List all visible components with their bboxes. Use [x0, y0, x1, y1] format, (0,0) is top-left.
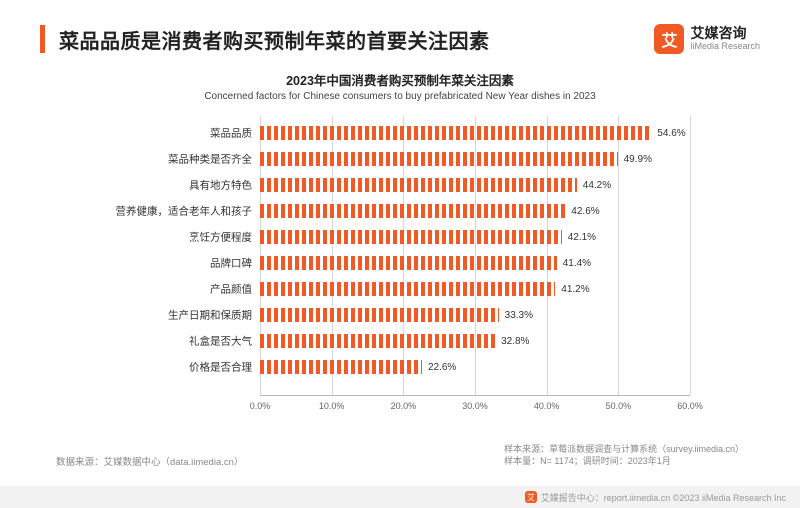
bar-row: 54.6%: [260, 126, 686, 140]
title-wrap: 菜品品质是消费者购买预制年菜的首要关注因素: [40, 25, 490, 54]
footer-logo-icon: 艾: [525, 491, 537, 503]
bar: [260, 178, 577, 192]
bar-value-label: 44.2%: [583, 180, 611, 191]
x-tick-label: 50.0%: [606, 401, 632, 411]
bar: [260, 230, 562, 244]
bar: [260, 334, 495, 348]
bar-value-label: 54.6%: [657, 128, 685, 139]
chart-titles: 2023年中国消费者购买预制年菜关注因素 Concerned factors f…: [0, 70, 800, 102]
page-title: 菜品品质是消费者购买预制年菜的首要关注因素: [59, 25, 490, 54]
logo-icon: 艾: [654, 24, 684, 54]
bar: [260, 282, 555, 296]
bar-row: 44.2%: [260, 178, 611, 192]
bar-value-label: 33.3%: [505, 310, 533, 321]
bar-value-label: 42.1%: [568, 232, 596, 243]
bar: [260, 152, 618, 166]
footer: 艾 艾媒报告中心：report.iimedia.cn ©2023 iiMedia…: [0, 486, 800, 508]
chart-title-en: Concerned factors for Chinese consumers …: [0, 91, 800, 102]
bar-row: 22.6%: [260, 360, 456, 374]
chart-title-cn: 2023年中国消费者购买预制年菜关注因素: [0, 70, 800, 89]
plot-region: 0.0%10.0%20.0%30.0%40.0%50.0%60.0%54.6%4…: [260, 116, 690, 396]
bar: [260, 360, 422, 374]
logo-text-cn: 艾媒咨询: [690, 26, 760, 41]
category-label: 具有地方特色: [189, 178, 252, 193]
bar-row: 41.4%: [260, 256, 591, 270]
bar-row: 49.9%: [260, 152, 652, 166]
source-right: 样本来源：草莓派数据调查与计算系统（survey.iimedia.cn） 样本量…: [504, 443, 744, 468]
category-label: 生产日期和保质期: [168, 308, 252, 323]
source-right-line2: 样本量：N= 1174；调研时间：2023年1月: [504, 455, 744, 468]
category-label: 营养健康，适合老年人和孩子: [116, 204, 253, 219]
x-tick-label: 10.0%: [319, 401, 345, 411]
bar-value-label: 22.6%: [428, 362, 456, 373]
bar-value-label: 42.6%: [571, 206, 599, 217]
grid-line: [690, 116, 691, 395]
category-label: 菜品品质: [210, 126, 252, 141]
header: 菜品品质是消费者购买预制年菜的首要关注因素 艾 艾媒咨询 iiMedia Res…: [0, 0, 800, 64]
bar-row: 41.2%: [260, 282, 590, 296]
category-label: 礼盒是否大气: [189, 334, 252, 349]
source-left: 数据来源：艾媒数据中心（data.iimedia.cn）: [56, 454, 243, 468]
category-label: 菜品种类是否齐全: [168, 152, 252, 167]
bar-row: 42.1%: [260, 230, 596, 244]
logo-text-block: 艾媒咨询 iiMedia Research: [690, 26, 760, 51]
x-tick-label: 30.0%: [462, 401, 488, 411]
bar-value-label: 41.2%: [561, 284, 589, 295]
bar-row: 33.3%: [260, 308, 533, 322]
bar: [260, 204, 565, 218]
bar: [260, 308, 499, 322]
x-tick-label: 40.0%: [534, 401, 560, 411]
category-label: 产品颜值: [210, 282, 252, 297]
x-tick-label: 20.0%: [391, 401, 417, 411]
chart-area: 0.0% 10.0% 20.0% 30.0% 40.0% 50.0% 60.0% 54.6% 4…: [80, 116, 720, 416]
bar-row: 42.6%: [260, 204, 600, 218]
bar-value-label: 49.9%: [624, 154, 652, 165]
x-tick-label: 0.0%: [250, 401, 271, 411]
bar-value-label: 32.8%: [501, 336, 529, 347]
bar: [260, 126, 651, 140]
category-label: 价格是否合理: [189, 360, 252, 375]
accent-bar: [40, 25, 45, 53]
footer-text: 艾媒报告中心：report.iimedia.cn ©2023 iiMedia R…: [541, 491, 786, 504]
x-tick-label: 60.0%: [677, 401, 703, 411]
bar-value-label: 41.4%: [563, 258, 591, 269]
category-label: 烹饪方便程度: [189, 230, 252, 245]
brand-logo: 艾 艾媒咨询 iiMedia Research: [654, 24, 760, 54]
bar-row: 32.8%: [260, 334, 529, 348]
bar: [260, 256, 557, 270]
category-label: 品牌口碑: [210, 256, 252, 271]
logo-text-en: iiMedia Research: [690, 42, 760, 52]
source-right-line1: 样本来源：草莓派数据调查与计算系统（survey.iimedia.cn）: [504, 443, 744, 456]
